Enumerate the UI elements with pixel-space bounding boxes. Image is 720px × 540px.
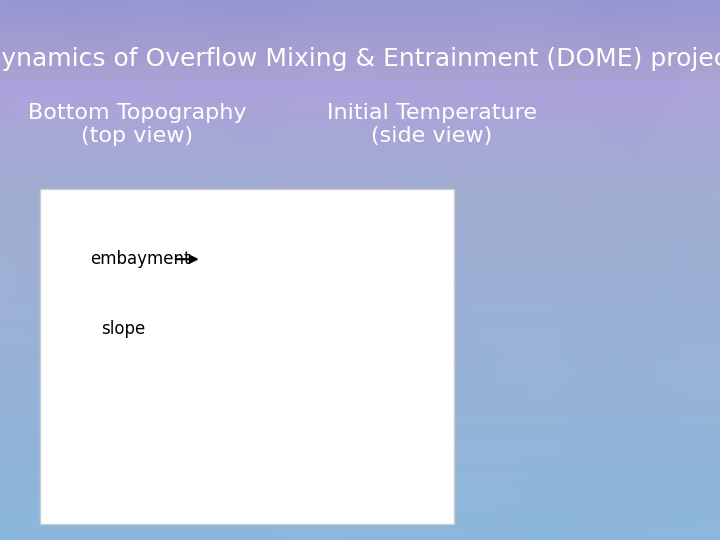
Text: embayment: embayment bbox=[90, 250, 191, 268]
Text: Bottom Topography
(top view): Bottom Topography (top view) bbox=[27, 103, 246, 146]
Text: Initial Temperature
(side view): Initial Temperature (side view) bbox=[327, 103, 537, 146]
Text: Dynamics of Overflow Mixing & Entrainment (DOME) project: Dynamics of Overflow Mixing & Entrainmen… bbox=[0, 48, 720, 71]
FancyBboxPatch shape bbox=[40, 189, 454, 524]
Text: slope: slope bbox=[101, 320, 145, 339]
